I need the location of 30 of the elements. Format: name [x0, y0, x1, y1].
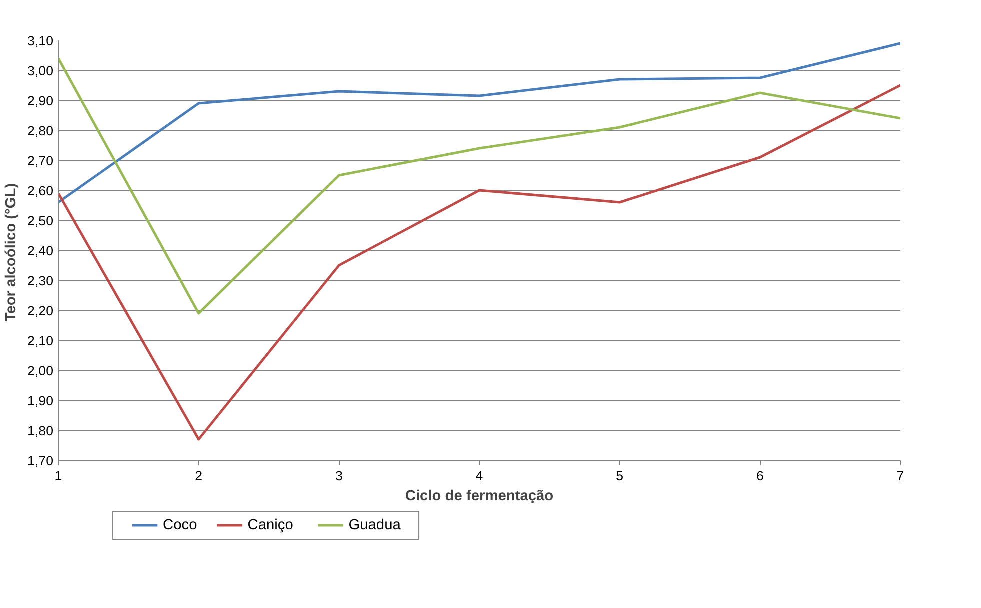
- y-axis-title: Teor alcoólico (°GL): [4, 183, 20, 322]
- y-tick-label: 2,40: [28, 244, 54, 258]
- y-tick-label: 3,00: [28, 64, 54, 78]
- y-tick-label: 2,00: [28, 364, 54, 378]
- x-tick-label: 3: [335, 468, 343, 484]
- line-series: [58, 57, 900, 315]
- y-tick-label: 1,70: [28, 454, 54, 468]
- y-tick-label: 2,30: [28, 274, 54, 288]
- y-tick-label: 1,90: [28, 394, 54, 408]
- x-tick-label: 7: [896, 468, 904, 484]
- y-tick-label: 2,20: [28, 304, 54, 318]
- y-tick-label: 2,70: [28, 154, 54, 168]
- x-tick-label: 4: [476, 468, 484, 484]
- x-tick-label: 2: [195, 468, 203, 484]
- line-series: [58, 84, 900, 441]
- legend-label: Caniço: [248, 518, 294, 534]
- legend-label: Coco: [163, 518, 198, 534]
- y-tick-label: 1,80: [28, 424, 54, 438]
- y-tick-label: 2,80: [28, 124, 54, 138]
- line-series: [58, 42, 900, 204]
- x-axis-title: Ciclo de fermentação: [405, 488, 554, 504]
- y-tick-label: 3,10: [28, 34, 54, 48]
- x-tick-label: 5: [616, 468, 624, 484]
- y-tick-label: 2,50: [28, 214, 54, 228]
- y-tick-label: 2,60: [28, 184, 54, 198]
- y-tick-label: 2,90: [28, 94, 54, 108]
- x-tick-label: 1: [54, 468, 62, 484]
- y-tick-label: 2,10: [28, 334, 54, 348]
- x-tick-label: 6: [756, 468, 764, 484]
- legend-label: Guadua: [348, 518, 402, 534]
